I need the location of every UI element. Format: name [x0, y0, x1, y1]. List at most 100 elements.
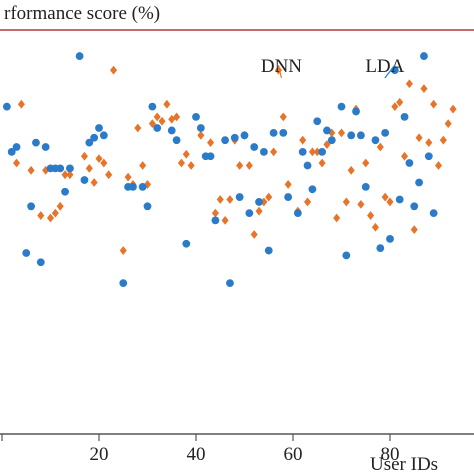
dnn-point: [333, 213, 341, 223]
dnn-point: [51, 208, 59, 218]
lda-point: [56, 164, 65, 173]
dnn-point: [425, 138, 433, 148]
dnn-point: [173, 112, 181, 122]
lda-point: [420, 52, 428, 60]
dnn-point: [236, 161, 244, 170]
dnn-point: [80, 151, 88, 161]
lda-point: [245, 209, 254, 218]
dnn-point: [187, 161, 195, 170]
dnn-point: [85, 163, 93, 173]
lda-point: [429, 209, 438, 218]
dnn-point: [66, 170, 74, 180]
lda-point: [129, 182, 137, 191]
annotation-dnn-label: DNN: [261, 56, 302, 77]
dnn-point: [313, 147, 321, 157]
lda-point: [327, 136, 336, 145]
dnn-point: [342, 197, 350, 207]
lda-point: [342, 251, 351, 260]
dnn-point: [143, 180, 152, 189]
dnn-point: [318, 158, 326, 168]
lda-point: [415, 178, 423, 187]
dnn-point: [148, 119, 156, 129]
x-tick-label: 20: [90, 444, 109, 465]
lda-point: [264, 246, 273, 255]
lda-point: [357, 131, 365, 140]
lda-point: [138, 182, 147, 191]
dnn-point: [299, 135, 307, 145]
lda-point: [12, 143, 21, 151]
dnn-point: [279, 112, 287, 122]
lda-point: [85, 138, 94, 147]
lda-point: [250, 143, 259, 151]
lda-point: [61, 187, 69, 196]
dnn-point: [255, 206, 263, 216]
dnn-point: [153, 112, 161, 122]
lda-point: [371, 136, 380, 145]
lda-point: [337, 102, 346, 111]
dnn-point: [61, 170, 69, 180]
dnn-point: [27, 165, 35, 175]
dnn-point: [410, 225, 418, 235]
dnn-point: [216, 195, 224, 204]
dnn-point: [415, 133, 423, 143]
annotation-lda-label: LDA: [365, 56, 404, 77]
dnn-point: [337, 128, 346, 138]
lda-point: [99, 131, 108, 140]
lda-point: [260, 147, 268, 156]
dnn-point: [304, 197, 312, 207]
dnn-point: [270, 147, 278, 157]
dnn-point: [376, 142, 384, 152]
lda-point: [206, 152, 215, 161]
dnn-point: [396, 97, 404, 107]
dnn-point: [17, 99, 25, 109]
lda-point: [119, 279, 128, 288]
dnn-point: [90, 178, 98, 187]
lda-point: [167, 126, 176, 135]
lda-point: [2, 102, 11, 111]
x-axis-label: User IDs: [370, 454, 438, 474]
dnn-point: [100, 158, 108, 168]
lda-point: [400, 112, 409, 121]
dnn-point: [221, 216, 229, 225]
dnn-point: [119, 246, 127, 255]
lda-point: [424, 152, 433, 161]
x-axis-ticks: 20 40 60 80: [1, 434, 400, 465]
lda-point: [182, 239, 191, 248]
dnn-point: [110, 65, 118, 75]
lda-point: [410, 202, 419, 211]
lda-point: [41, 143, 50, 151]
dnn-point: [13, 158, 21, 168]
dnn-point: [420, 84, 428, 94]
lda-point: [405, 159, 414, 167]
lda-point: [196, 124, 205, 132]
dnn-point: [182, 149, 190, 159]
dnn-point: [168, 114, 176, 124]
dnn-point: [105, 170, 113, 180]
lda-point: [269, 128, 278, 137]
x-tick-label: 60: [284, 444, 303, 465]
lda-point: [230, 133, 239, 142]
lda-point: [361, 182, 370, 191]
dnn-point: [124, 172, 132, 182]
dnn-point: [211, 208, 219, 218]
annotation-lda-pointer: [384, 64, 396, 79]
data-points: [2, 52, 457, 288]
lda-point: [303, 161, 312, 170]
x-tick-label: 80: [381, 444, 400, 465]
lda-point: [32, 138, 40, 147]
lda-point: [284, 193, 293, 201]
lda-point: [172, 136, 181, 145]
dnn-point: [95, 154, 103, 164]
annotations: DNN LDA: [261, 56, 405, 79]
dnn-point: [46, 213, 55, 223]
lda-point: [347, 131, 356, 140]
dnn-point: [250, 230, 258, 239]
lda-point: [313, 117, 322, 126]
dnn-point: [362, 158, 370, 168]
lda-point: [221, 136, 230, 145]
dnn-point: [245, 161, 253, 170]
dnn-point: [430, 99, 438, 109]
dnn-point: [37, 211, 45, 220]
dnn-point: [381, 192, 389, 202]
lda-point: [308, 185, 317, 194]
